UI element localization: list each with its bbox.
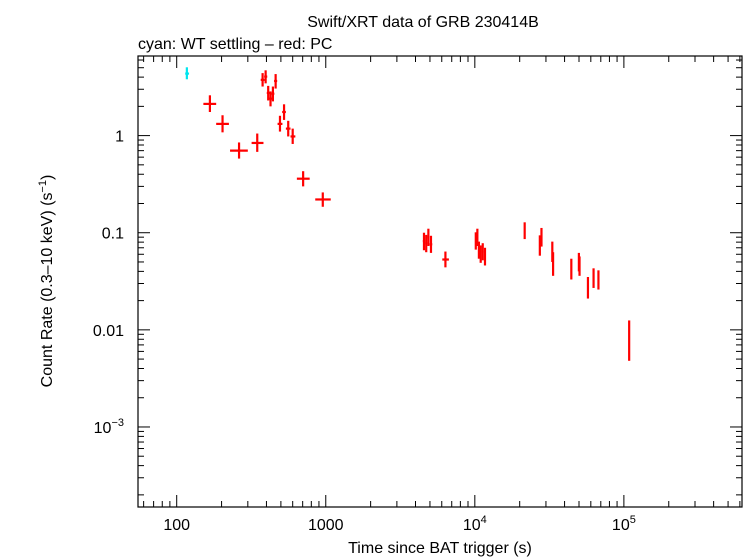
x-tick-label: 104	[463, 514, 487, 534]
data-point	[260, 73, 265, 87]
x-tick-label-base: 10	[463, 517, 481, 534]
data-point	[479, 245, 482, 263]
x-tick-label-exponent: 5	[630, 514, 636, 526]
data-point	[597, 270, 600, 290]
data-point	[442, 251, 449, 268]
data-point	[290, 128, 296, 144]
data-point	[274, 74, 278, 89]
data-point	[538, 235, 541, 256]
y-axis-label-exponent: −1	[37, 180, 49, 193]
x-tick-label-base: 1000	[308, 517, 344, 534]
y-tick-label-base: 0.01	[93, 323, 124, 340]
data-point	[315, 192, 331, 207]
plot-frame	[137, 55, 743, 508]
y-tick-label: 0.01	[93, 323, 124, 340]
data-point	[540, 227, 543, 247]
y-tick-label: 1	[115, 129, 124, 146]
y-tick-label-exponent: −3	[111, 417, 124, 429]
data-point	[476, 228, 479, 246]
data-point	[282, 104, 286, 120]
axis-ticks	[138, 56, 742, 507]
data-point	[264, 70, 268, 84]
y-axis-label-main: Count Rate (0.3–10 keV) (s	[39, 193, 56, 388]
series-wt-settling	[185, 67, 190, 80]
data-point	[477, 241, 481, 259]
data-point	[185, 67, 190, 80]
data-point	[429, 235, 433, 253]
data-point	[628, 320, 631, 361]
data-points	[185, 67, 631, 361]
data-point	[592, 268, 595, 288]
y-tick-label: 0.1	[102, 226, 124, 243]
x-tick-label-exponent: 4	[481, 514, 487, 526]
y-tick-label-base: 10	[94, 420, 112, 437]
data-point	[277, 115, 283, 132]
data-point	[481, 243, 484, 261]
x-tick-label-base: 100	[163, 517, 190, 534]
x-axis-label: Time since BAT trigger (s)	[348, 540, 532, 557]
y-axis-label-tail: )	[39, 175, 56, 180]
data-point	[268, 91, 273, 107]
data-point	[216, 115, 229, 133]
y-axis-label: Count Rate (0.3–10 keV) (s−1)	[37, 175, 56, 388]
x-tick-label-base: 10	[612, 517, 630, 534]
y-tick-label-base: 0.1	[102, 226, 124, 243]
chart-title: Swift/XRT data of GRB 230414B	[307, 14, 539, 31]
data-point	[285, 120, 291, 137]
x-tick-label: 1000	[308, 517, 344, 534]
data-point	[523, 222, 526, 240]
data-point	[296, 171, 310, 187]
data-point	[551, 252, 555, 276]
data-point	[578, 256, 581, 276]
chart-subtitle: cyan: WT settling – red: PC	[138, 36, 332, 53]
data-point	[483, 247, 487, 266]
data-point	[427, 228, 430, 246]
data-point	[586, 277, 590, 299]
data-point	[425, 234, 428, 253]
series-pc	[203, 70, 631, 361]
data-point	[271, 86, 275, 102]
data-point	[251, 133, 264, 152]
data-point	[474, 232, 477, 250]
y-tick-label-base: 1	[115, 129, 124, 146]
data-point	[203, 95, 217, 112]
data-point	[570, 258, 573, 280]
data-point	[230, 142, 248, 159]
x-tick-label: 100	[163, 517, 190, 534]
data-point	[422, 232, 426, 251]
data-point	[266, 85, 270, 101]
x-tick-label: 105	[612, 514, 636, 534]
y-tick-label: 10−3	[94, 417, 124, 437]
